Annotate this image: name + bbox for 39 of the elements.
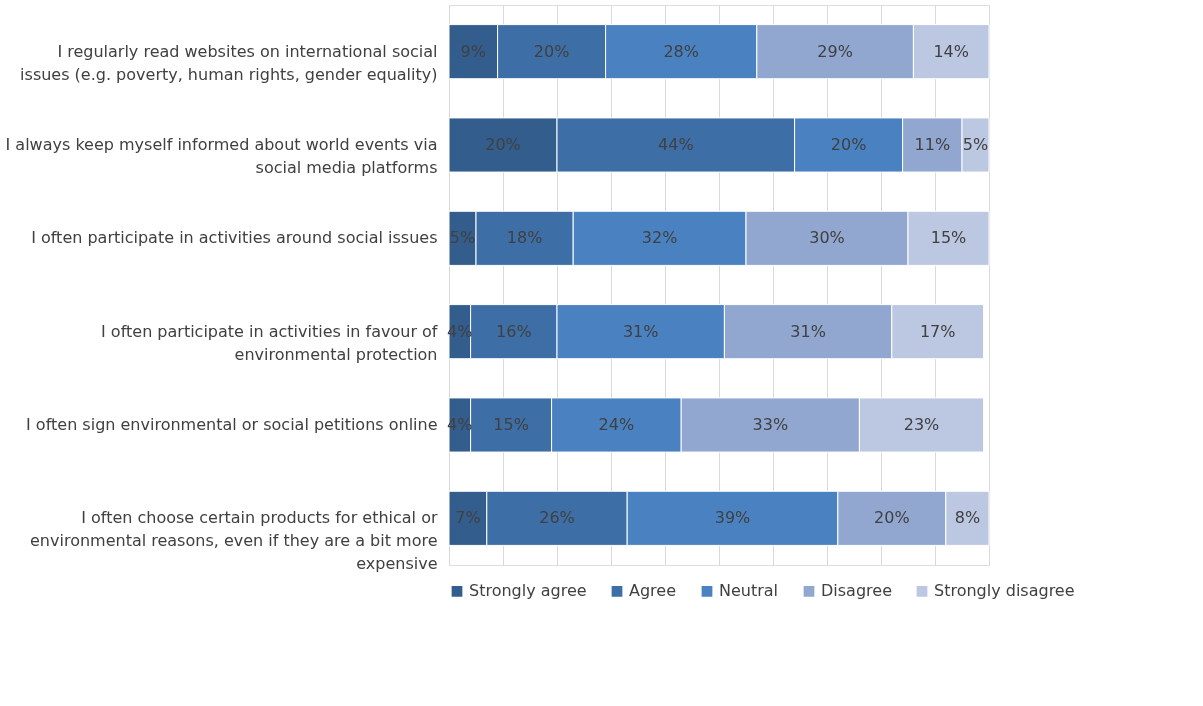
data-label: 28% (663, 41, 699, 61)
legend-label: Disagree (821, 581, 892, 601)
legend-label: Strongly agree (469, 581, 587, 601)
data-label: 44% (658, 135, 694, 154)
data-label: 20% (533, 41, 570, 61)
data-label: 31% (790, 321, 826, 341)
data-label: 5% (449, 228, 476, 248)
data-label: 15% (930, 228, 967, 248)
data-label: 24% (598, 415, 635, 434)
y-tick-label: I often sign environmental or social petitions online (26, 415, 438, 434)
data-label: 5% (962, 135, 989, 154)
y-tick-label: I often participate in activities in favour of environmental protection (101, 321, 438, 364)
data-label: 16% (496, 321, 532, 341)
data-label: 14% (933, 41, 969, 61)
y-tick-label: I often participate in activities around social issues (31, 228, 438, 248)
data-label: 30% (809, 228, 845, 248)
data-label: 11% (914, 135, 951, 154)
data-label: 33% (752, 415, 789, 434)
data-label: 8% (954, 508, 981, 528)
data-label: 20% (874, 508, 910, 528)
y-tick-label: I often choose certain products for ethical or environmental reasons, even if they are a bit more expensive (30, 508, 438, 574)
y-tick-label: I always keep myself informed about world events via social media platforms (5, 135, 438, 177)
data-label: 15% (493, 415, 529, 434)
y-tick-label: I regularly read websites on international social issues (e.g. poverty, human rights, gender equality) (20, 41, 438, 84)
data-label: 17% (919, 321, 956, 341)
data-label: 18% (506, 228, 543, 248)
data-label: 7% (455, 508, 481, 528)
legend-label: Agree (629, 581, 677, 601)
data-label: 29% (817, 41, 853, 61)
legend-label: Neutral (719, 581, 779, 601)
data-label: 9% (460, 41, 486, 61)
data-label: 23% (903, 415, 940, 434)
data-label: 31% (622, 321, 659, 341)
data-label: 39% (714, 508, 751, 528)
data-label: 26% (539, 508, 575, 528)
data-label: 20% (830, 135, 867, 154)
data-label: 20% (485, 135, 521, 154)
data-label: 32% (641, 228, 678, 248)
legend-label: Strongly disagree (934, 581, 1075, 601)
